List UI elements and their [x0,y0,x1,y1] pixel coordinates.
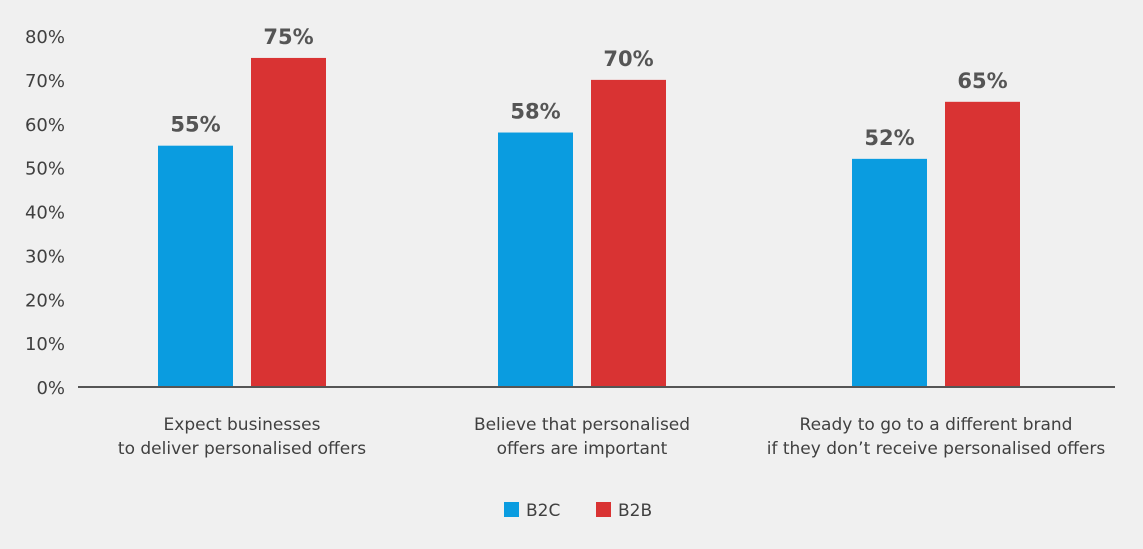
bar-b2c [158,145,233,387]
data-label: 55% [170,113,220,137]
y-tick-label: 40% [25,203,65,224]
y-tick-label: 50% [25,159,65,180]
y-tick-label: 20% [25,290,65,311]
legend-label: B2C [526,501,560,521]
bar-b2b [591,79,666,387]
y-tick-label: 0% [36,378,65,399]
data-label: 75% [263,25,313,49]
data-label: 65% [957,69,1007,93]
y-tick-label: 80% [25,27,65,48]
y-tick-label: 60% [25,115,65,136]
bar-b2c [498,132,573,387]
data-label: 52% [864,126,914,150]
data-label: 58% [510,100,560,124]
legend-swatch-b2c [504,502,519,517]
bar-b2c [852,158,927,387]
data-label: 70% [603,47,653,71]
y-tick-label: 30% [25,246,65,267]
y-tick-label: 10% [25,334,65,355]
category-label: if they don’t receive personalised offer… [767,439,1106,459]
category-label: Believe that personalised [474,415,690,435]
category-label: Ready to go to a different brand [800,415,1073,435]
legend-swatch-b2b [596,502,611,517]
category-label: offers are important [497,439,668,459]
category-label: Expect businesses [164,415,321,435]
category-label: to deliver personalised offers [118,439,366,459]
bar-b2b [251,57,326,387]
bar-b2b [945,101,1020,387]
legend-label: B2B [618,501,652,521]
y-tick-label: 70% [25,71,65,92]
